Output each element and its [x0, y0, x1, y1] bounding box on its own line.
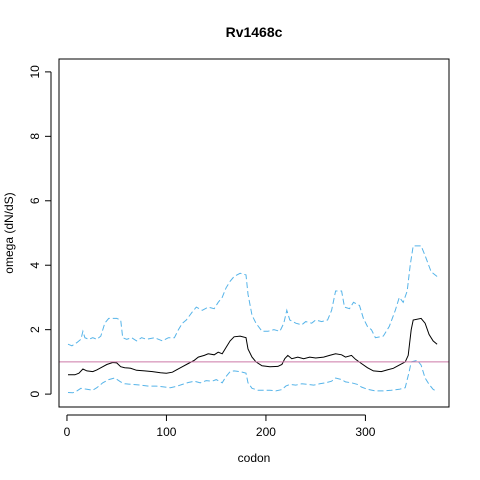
x-tick-label: 0 — [64, 425, 71, 439]
x-tick-label: 300 — [355, 425, 375, 439]
series-line-estimate — [68, 317, 438, 376]
y-tick-label: 2 — [28, 326, 42, 333]
x-axis: 0 100 200 300 — [64, 414, 376, 439]
y-axis: 0 2 4 6 8 10 — [28, 65, 52, 397]
chart-title: Rv1468c — [226, 24, 283, 40]
series-line-upper — [67, 245, 438, 347]
x-tick-label: 100 — [156, 425, 176, 439]
x-axis-label: codon — [238, 451, 271, 465]
y-tick-label: 10 — [28, 65, 42, 79]
plot-border — [58, 58, 450, 408]
series-layer — [67, 245, 438, 394]
x-tick-label: 200 — [256, 425, 276, 439]
y-tick-label: 8 — [28, 133, 42, 140]
plot-area — [58, 58, 450, 408]
y-tick-label: 6 — [28, 197, 42, 204]
y-tick-label: 0 — [28, 390, 42, 397]
y-tick-label: 4 — [28, 262, 42, 269]
y-axis-label: omega (dN/dS) — [2, 192, 16, 273]
series-line-lower — [67, 359, 438, 394]
